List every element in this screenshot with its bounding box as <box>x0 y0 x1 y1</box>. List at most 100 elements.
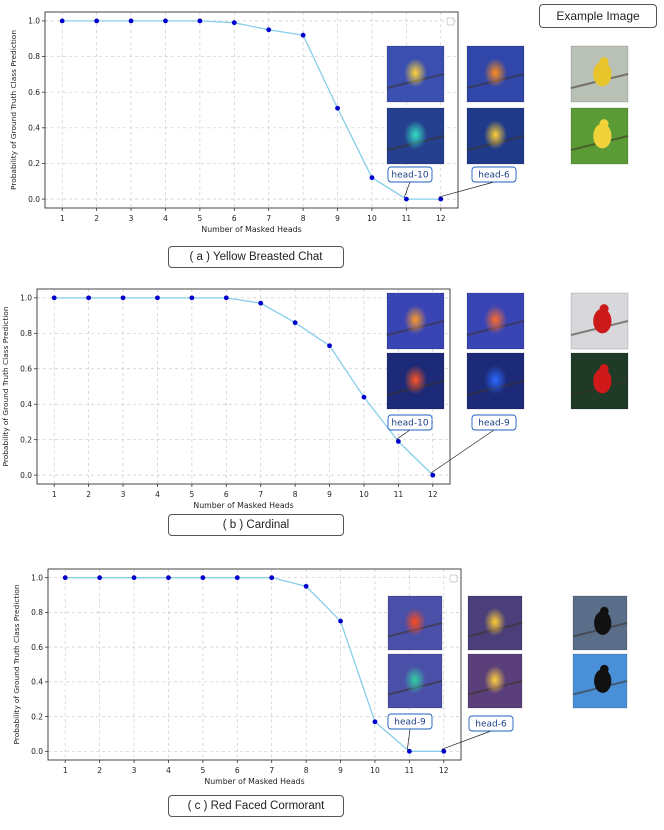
y-tick-label: 1.0 <box>31 573 43 582</box>
x-tick-label: 9 <box>327 490 332 499</box>
heat-spot <box>404 665 426 694</box>
chart-panel-2: 1 2 3 4 5 6 7 8 9 10 11 120.00.20.40.60.81.0Number … <box>12 568 628 786</box>
bird-head <box>600 606 609 616</box>
data-point <box>234 575 240 581</box>
thumbnail-border <box>570 292 629 350</box>
x-tick-label: 8 <box>304 766 309 775</box>
plot-frame <box>36 288 451 485</box>
annotation-label: head-9 <box>394 718 426 728</box>
heat-spot <box>484 665 506 694</box>
x-tick-label: 8 <box>301 214 306 223</box>
annotation-head-9: head-9 <box>430 414 517 474</box>
annotation-label: head-9 <box>478 419 510 429</box>
y-tick-label: 0.4 <box>31 678 43 687</box>
data-point <box>231 20 237 26</box>
annotation-arrow <box>438 181 495 198</box>
annotation-label: head-6 <box>475 720 507 730</box>
chart-panel-0: 1 2 3 4 5 6 7 8 9 10 11 120.00.20.40.60.81.0Number … <box>9 11 629 234</box>
y-tick-label: 0.6 <box>28 88 40 97</box>
bird-body <box>593 61 612 87</box>
y-tick-label: 0.2 <box>20 435 32 444</box>
data-point <box>269 575 275 581</box>
data-point <box>372 719 378 725</box>
example-photo <box>570 107 629 165</box>
bird-body <box>593 308 612 334</box>
y-tick-label: 0.6 <box>31 643 43 652</box>
caption-a: ( a ) Yellow Breasted Chat <box>168 246 344 268</box>
thumbnail-border <box>572 653 628 709</box>
data-point <box>163 18 168 24</box>
x-tick-label: 7 <box>269 766 274 775</box>
heat-spot <box>404 305 427 335</box>
x-tick-label: 4 <box>166 766 171 775</box>
y-tick-label: 0.2 <box>31 712 43 721</box>
annotation-head-9: head-9 <box>387 713 433 750</box>
data-point <box>438 196 444 202</box>
data-point <box>430 472 436 478</box>
example-photo <box>570 352 629 410</box>
data-point <box>155 295 160 301</box>
data-point <box>94 18 100 24</box>
annotation-head-10: head-10 <box>387 166 433 198</box>
thumbnail-border <box>386 45 445 103</box>
x-tick-label: 10 <box>359 490 369 499</box>
x-tick-label: 10 <box>370 766 380 775</box>
example-photo <box>572 653 628 709</box>
x-tick-label: 6 <box>232 214 237 223</box>
annotation-label: head-6 <box>478 171 510 181</box>
thumbnail-border <box>572 595 628 651</box>
thumbnail-border <box>386 292 445 350</box>
thumbnail-border <box>386 352 445 410</box>
annotation-arrow <box>404 181 411 198</box>
data-point <box>338 618 343 624</box>
thumbnail-border <box>570 107 629 165</box>
data-point <box>86 295 92 301</box>
caption-c: ( c ) Red Faced Cormorant <box>168 795 344 817</box>
x-tick-label: 4 <box>155 490 160 499</box>
heat-spot <box>404 365 427 395</box>
series-line <box>54 297 434 476</box>
thumbnail-border <box>466 292 525 350</box>
y-tick-label: 0.0 <box>31 747 43 756</box>
data-point <box>223 295 229 301</box>
x-tick-label: 2 <box>94 214 99 223</box>
attention-heatmap <box>467 653 523 709</box>
x-tick-label: 12 <box>439 766 449 775</box>
example-photo <box>570 45 629 103</box>
data-point <box>200 575 206 581</box>
data-point <box>266 27 272 33</box>
example-image-label[interactable]: Example Image <box>539 4 657 28</box>
x-tick-label: 9 <box>335 214 340 223</box>
annotation-label: head-10 <box>391 419 428 429</box>
attention-heatmap <box>467 595 523 651</box>
chart-panel-1: 1 2 3 4 5 6 7 8 9 10 11 120.00.20.40.60.81.0Number … <box>1 288 629 510</box>
thumbnail-border <box>387 595 443 651</box>
thumbnail-border <box>467 595 523 651</box>
data-point <box>303 583 309 589</box>
heat-spot <box>484 607 506 636</box>
attention-heatmap <box>386 352 445 410</box>
legend-box <box>449 574 458 583</box>
thumbnail-border <box>466 107 525 165</box>
bird-head <box>599 364 609 374</box>
bird-head <box>599 57 609 67</box>
data-point <box>361 394 367 400</box>
x-tick-label: 2 <box>97 766 102 775</box>
data-point <box>59 18 65 24</box>
caption-b: ( b ) Cardinal <box>168 514 344 536</box>
x-tick-label: 1 <box>60 214 65 223</box>
attention-heatmap <box>387 653 443 709</box>
bird-head <box>600 664 609 674</box>
y-tick-label: 0.8 <box>28 52 40 61</box>
y-tick-label: 0.8 <box>31 608 43 617</box>
data-point <box>292 320 298 326</box>
bird-body <box>594 611 612 635</box>
data-point <box>335 105 340 111</box>
data-point <box>327 343 332 349</box>
annotation-box <box>387 713 433 730</box>
y-tick-label: 1.0 <box>28 17 40 26</box>
heat-spot <box>484 120 507 150</box>
heat-spot <box>404 607 426 636</box>
heat-spot <box>484 58 507 88</box>
annotation-arrow <box>396 429 411 440</box>
